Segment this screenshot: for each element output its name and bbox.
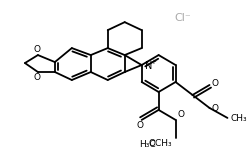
Text: +: + bbox=[150, 59, 156, 65]
Text: O: O bbox=[136, 121, 142, 130]
Text: O: O bbox=[177, 110, 184, 119]
Text: H₃C: H₃C bbox=[138, 140, 155, 149]
Text: O: O bbox=[33, 45, 40, 54]
Text: CH₃: CH₃ bbox=[230, 114, 246, 123]
Text: Cl⁻: Cl⁻ bbox=[174, 13, 190, 23]
Text: O: O bbox=[211, 80, 218, 88]
Text: OCH₃: OCH₃ bbox=[148, 139, 172, 148]
Text: O: O bbox=[211, 104, 218, 113]
Text: N: N bbox=[144, 61, 152, 71]
Text: O: O bbox=[33, 73, 40, 82]
